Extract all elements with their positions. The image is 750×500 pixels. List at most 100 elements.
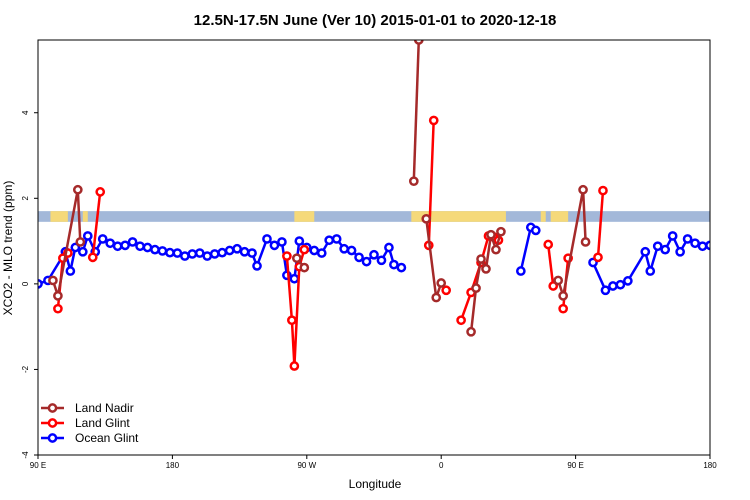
land-band-segment bbox=[540, 211, 546, 222]
data-point-ocean-glint bbox=[324, 235, 335, 246]
data-point-land-nadir bbox=[558, 290, 569, 301]
data-point-land-glint bbox=[428, 115, 439, 126]
legend-label-land-glint: Land Glint bbox=[75, 416, 130, 430]
data-point-ocean-glint bbox=[530, 225, 541, 236]
data-point-ocean-glint bbox=[384, 242, 394, 253]
data-point-land-nadir bbox=[486, 229, 496, 240]
data-point-ocean-glint bbox=[239, 246, 250, 257]
data-point-land-nadir bbox=[476, 254, 486, 264]
data-point-land-nadir bbox=[75, 237, 86, 247]
y-tick-label: 0 bbox=[21, 281, 30, 286]
legend-label-land-nadir: Land Nadir bbox=[75, 401, 134, 415]
series-line-land-nadir bbox=[557, 189, 587, 297]
data-point-land-glint bbox=[543, 239, 554, 250]
data-point-ocean-glint bbox=[277, 237, 287, 247]
data-point-ocean-glint bbox=[697, 241, 708, 252]
land-band-segment bbox=[50, 211, 68, 222]
x-tick-label: 180 bbox=[166, 461, 180, 470]
data-point-ocean-glint bbox=[157, 246, 168, 256]
data-point-ocean-glint bbox=[652, 241, 663, 252]
data-point-ocean-glint bbox=[269, 240, 280, 251]
data-point-land-glint bbox=[87, 252, 98, 263]
series-line-land-glint bbox=[427, 120, 435, 246]
chart-title: 12.5N-17.5N June (Ver 10) 2015-01-01 to … bbox=[194, 12, 557, 29]
data-point-ocean-glint bbox=[690, 238, 700, 249]
y-axis-label: XCO2 - MLO trend (ppm) bbox=[1, 181, 15, 316]
data-point-ocean-glint bbox=[70, 242, 81, 253]
data-point-ocean-glint bbox=[667, 231, 678, 241]
data-point-land-nadir bbox=[496, 226, 506, 237]
data-point-land-glint bbox=[53, 303, 63, 314]
legend-marker-ocean-glint bbox=[47, 433, 58, 443]
land-band-segment bbox=[550, 211, 569, 222]
data-point-ocean-glint bbox=[82, 231, 93, 241]
legend-marker-land-glint bbox=[47, 418, 58, 428]
x-tick-label: 180 bbox=[703, 461, 717, 470]
y-tick-label: 4 bbox=[21, 110, 30, 115]
data-point-land-glint bbox=[558, 303, 569, 314]
data-point-ocean-glint bbox=[675, 246, 685, 257]
data-point-land-glint bbox=[299, 244, 310, 255]
data-point-land-nadir bbox=[299, 262, 310, 273]
data-point-land-glint bbox=[287, 315, 297, 326]
data-point-ocean-glint bbox=[77, 246, 88, 257]
data-point-land-nadir bbox=[481, 264, 491, 274]
data-point-ocean-glint bbox=[640, 246, 651, 257]
data-point-ocean-glint bbox=[209, 249, 220, 259]
legend-label-ocean-glint: Ocean Glint bbox=[75, 431, 139, 445]
data-point-ocean-glint bbox=[660, 244, 671, 255]
x-tick-label: 90 E bbox=[30, 461, 46, 470]
data-point-land-nadir bbox=[580, 237, 591, 247]
land-band-segment bbox=[411, 211, 506, 222]
data-point-ocean-glint bbox=[202, 251, 213, 261]
data-point-land-glint bbox=[289, 361, 300, 371]
data-point-ocean-glint bbox=[354, 252, 364, 263]
data-point-ocean-glint bbox=[294, 236, 305, 246]
data-point-land-nadir bbox=[466, 326, 476, 337]
data-point-ocean-glint bbox=[224, 245, 235, 256]
data-point-land-nadir bbox=[491, 244, 501, 255]
data-point-ocean-glint bbox=[135, 241, 145, 252]
x-tick-label: 90 W bbox=[297, 461, 316, 470]
series-line-land-glint bbox=[91, 191, 102, 258]
data-point-ocean-glint bbox=[172, 248, 183, 258]
data-point-land-glint bbox=[282, 251, 292, 261]
land-band-segment bbox=[82, 211, 88, 222]
data-point-land-glint bbox=[548, 281, 559, 291]
series-line-land-nadir bbox=[51, 189, 82, 297]
data-point-land-nadir bbox=[471, 283, 481, 293]
data-point-land-nadir bbox=[291, 253, 302, 264]
ocean-band bbox=[38, 211, 710, 222]
data-point-land-nadir bbox=[72, 184, 83, 195]
data-point-ocean-glint bbox=[331, 234, 342, 244]
data-point-land-nadir bbox=[431, 292, 442, 303]
data-point-ocean-glint bbox=[396, 262, 407, 273]
data-point-ocean-glint bbox=[705, 240, 710, 251]
data-point-ocean-glint bbox=[346, 245, 357, 256]
data-point-ocean-glint bbox=[232, 243, 242, 254]
data-point-land-nadir bbox=[436, 278, 447, 288]
data-point-ocean-glint bbox=[194, 248, 205, 258]
data-point-land-glint bbox=[598, 185, 608, 196]
data-point-land-glint bbox=[441, 285, 452, 296]
data-point-ocean-glint bbox=[389, 259, 399, 270]
data-point-land-glint bbox=[456, 315, 466, 326]
data-point-land-nadir bbox=[578, 184, 588, 195]
data-point-ocean-glint bbox=[262, 234, 272, 244]
data-point-ocean-glint bbox=[682, 234, 693, 244]
x-axis: 90 E 180 90 W 0 90 E 180 bbox=[30, 455, 717, 470]
data-point-ocean-glint bbox=[361, 256, 372, 267]
data-point-ocean-glint bbox=[97, 234, 108, 244]
y-tick-label: -4 bbox=[21, 451, 30, 459]
data-point-ocean-glint bbox=[339, 243, 349, 254]
data-point-ocean-glint bbox=[247, 248, 257, 258]
y-axis: -4 -2 0 2 4 bbox=[21, 110, 38, 459]
data-point-ocean-glint bbox=[615, 279, 626, 290]
data-point-land-nadir bbox=[553, 275, 564, 286]
data-point-ocean-glint bbox=[645, 266, 656, 276]
legend-marker-land-nadir bbox=[47, 403, 58, 413]
data-point-ocean-glint bbox=[309, 245, 320, 256]
data-point-ocean-glint bbox=[187, 249, 198, 259]
data-point-ocean-glint bbox=[623, 276, 633, 286]
